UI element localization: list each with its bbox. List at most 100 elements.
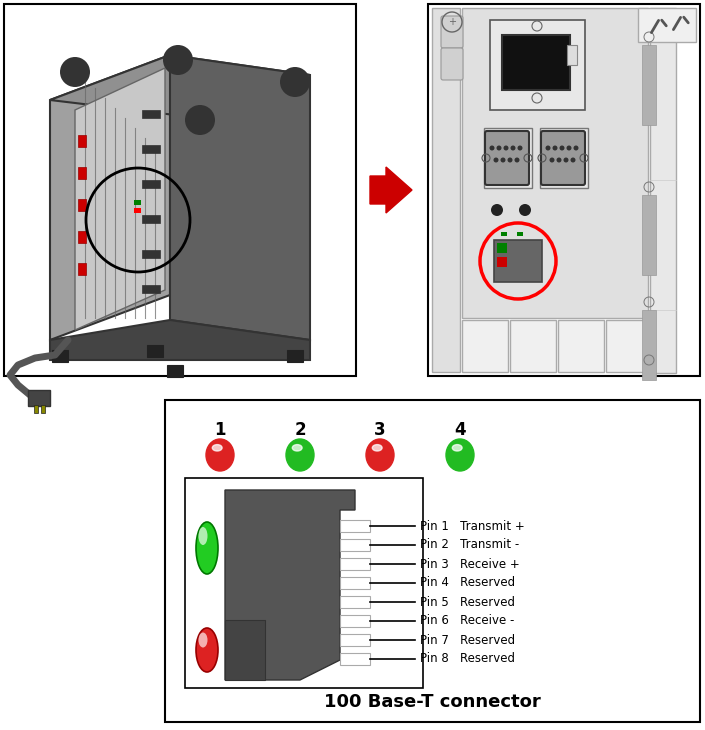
Bar — [78, 199, 86, 211]
Text: 100 Base-T connector: 100 Base-T connector — [324, 693, 541, 711]
Bar — [41, 405, 45, 413]
Ellipse shape — [446, 439, 474, 471]
Bar — [34, 405, 38, 413]
Bar — [340, 615, 370, 627]
Ellipse shape — [199, 632, 207, 648]
Text: 3: 3 — [374, 421, 386, 439]
Circle shape — [493, 158, 498, 163]
Circle shape — [496, 145, 501, 150]
Circle shape — [553, 145, 558, 150]
Bar — [340, 577, 370, 589]
Bar — [142, 180, 160, 188]
Bar — [497, 257, 507, 267]
Bar — [142, 285, 160, 293]
Bar — [167, 365, 183, 377]
Bar — [502, 35, 570, 90]
Text: Pin 7   Reserved: Pin 7 Reserved — [420, 634, 515, 647]
Circle shape — [560, 145, 565, 150]
Ellipse shape — [453, 445, 462, 451]
Bar — [78, 231, 86, 243]
Circle shape — [515, 158, 520, 163]
Circle shape — [519, 204, 531, 216]
Text: +: + — [448, 17, 456, 27]
Ellipse shape — [286, 439, 314, 471]
Circle shape — [510, 145, 515, 150]
Text: 4: 4 — [454, 421, 466, 439]
Circle shape — [556, 158, 561, 163]
Bar — [428, 4, 700, 376]
Circle shape — [503, 145, 508, 150]
Bar — [501, 232, 507, 236]
Polygon shape — [225, 620, 265, 680]
Bar — [340, 558, 370, 570]
Bar — [638, 8, 696, 42]
Polygon shape — [50, 55, 310, 118]
Circle shape — [573, 145, 579, 150]
Bar — [497, 243, 507, 253]
Bar — [287, 350, 303, 362]
Bar — [490, 20, 585, 110]
Bar — [567, 45, 577, 65]
Text: Pin 8   Reserved: Pin 8 Reserved — [420, 653, 515, 666]
Bar — [540, 128, 588, 188]
Bar — [510, 320, 556, 372]
Bar — [558, 320, 604, 372]
Ellipse shape — [212, 445, 222, 451]
Circle shape — [567, 145, 572, 150]
Bar — [432, 8, 460, 372]
Bar — [142, 250, 160, 258]
Bar — [340, 539, 370, 551]
FancyBboxPatch shape — [485, 131, 529, 185]
Bar — [340, 634, 370, 646]
Ellipse shape — [366, 439, 394, 471]
Bar — [147, 345, 163, 357]
Bar — [642, 195, 656, 275]
Circle shape — [489, 145, 494, 150]
Text: Pin 1   Transmit +: Pin 1 Transmit + — [420, 520, 525, 532]
Bar — [185, 478, 423, 688]
Bar — [606, 320, 652, 372]
Bar — [165, 400, 700, 722]
Bar — [340, 596, 370, 608]
Circle shape — [501, 158, 505, 163]
Bar — [517, 232, 523, 236]
Polygon shape — [50, 55, 170, 340]
Bar — [484, 128, 532, 188]
Circle shape — [549, 158, 555, 163]
Bar — [28, 390, 50, 406]
Text: Pin 2   Transmit -: Pin 2 Transmit - — [420, 539, 520, 551]
Ellipse shape — [196, 628, 218, 672]
Bar — [78, 167, 86, 179]
Bar — [142, 110, 160, 118]
Circle shape — [517, 145, 522, 150]
Bar — [142, 145, 160, 153]
Bar — [642, 310, 656, 380]
Text: 2: 2 — [294, 421, 306, 439]
Bar — [134, 200, 141, 205]
Circle shape — [546, 145, 551, 150]
FancyArrow shape — [370, 167, 412, 213]
Bar — [78, 135, 86, 147]
Bar — [462, 8, 648, 318]
Ellipse shape — [206, 439, 234, 471]
Polygon shape — [225, 490, 355, 680]
Bar — [462, 320, 508, 372]
Text: Pin 4   Reserved: Pin 4 Reserved — [420, 577, 515, 590]
Bar — [340, 520, 370, 532]
Wedge shape — [163, 45, 193, 75]
Circle shape — [508, 158, 513, 163]
Bar — [134, 208, 141, 213]
Bar — [52, 350, 68, 362]
FancyBboxPatch shape — [541, 131, 585, 185]
Wedge shape — [185, 105, 215, 135]
Text: Pin 5   Reserved: Pin 5 Reserved — [420, 596, 515, 609]
FancyBboxPatch shape — [441, 16, 463, 48]
Ellipse shape — [199, 527, 207, 545]
Bar — [340, 653, 370, 665]
Text: Pin 3   Receive +: Pin 3 Receive + — [420, 558, 520, 571]
Bar — [4, 4, 356, 376]
Text: Pin 6   Receive -: Pin 6 Receive - — [420, 615, 515, 628]
Circle shape — [570, 158, 575, 163]
Polygon shape — [170, 55, 310, 340]
FancyBboxPatch shape — [441, 48, 463, 80]
